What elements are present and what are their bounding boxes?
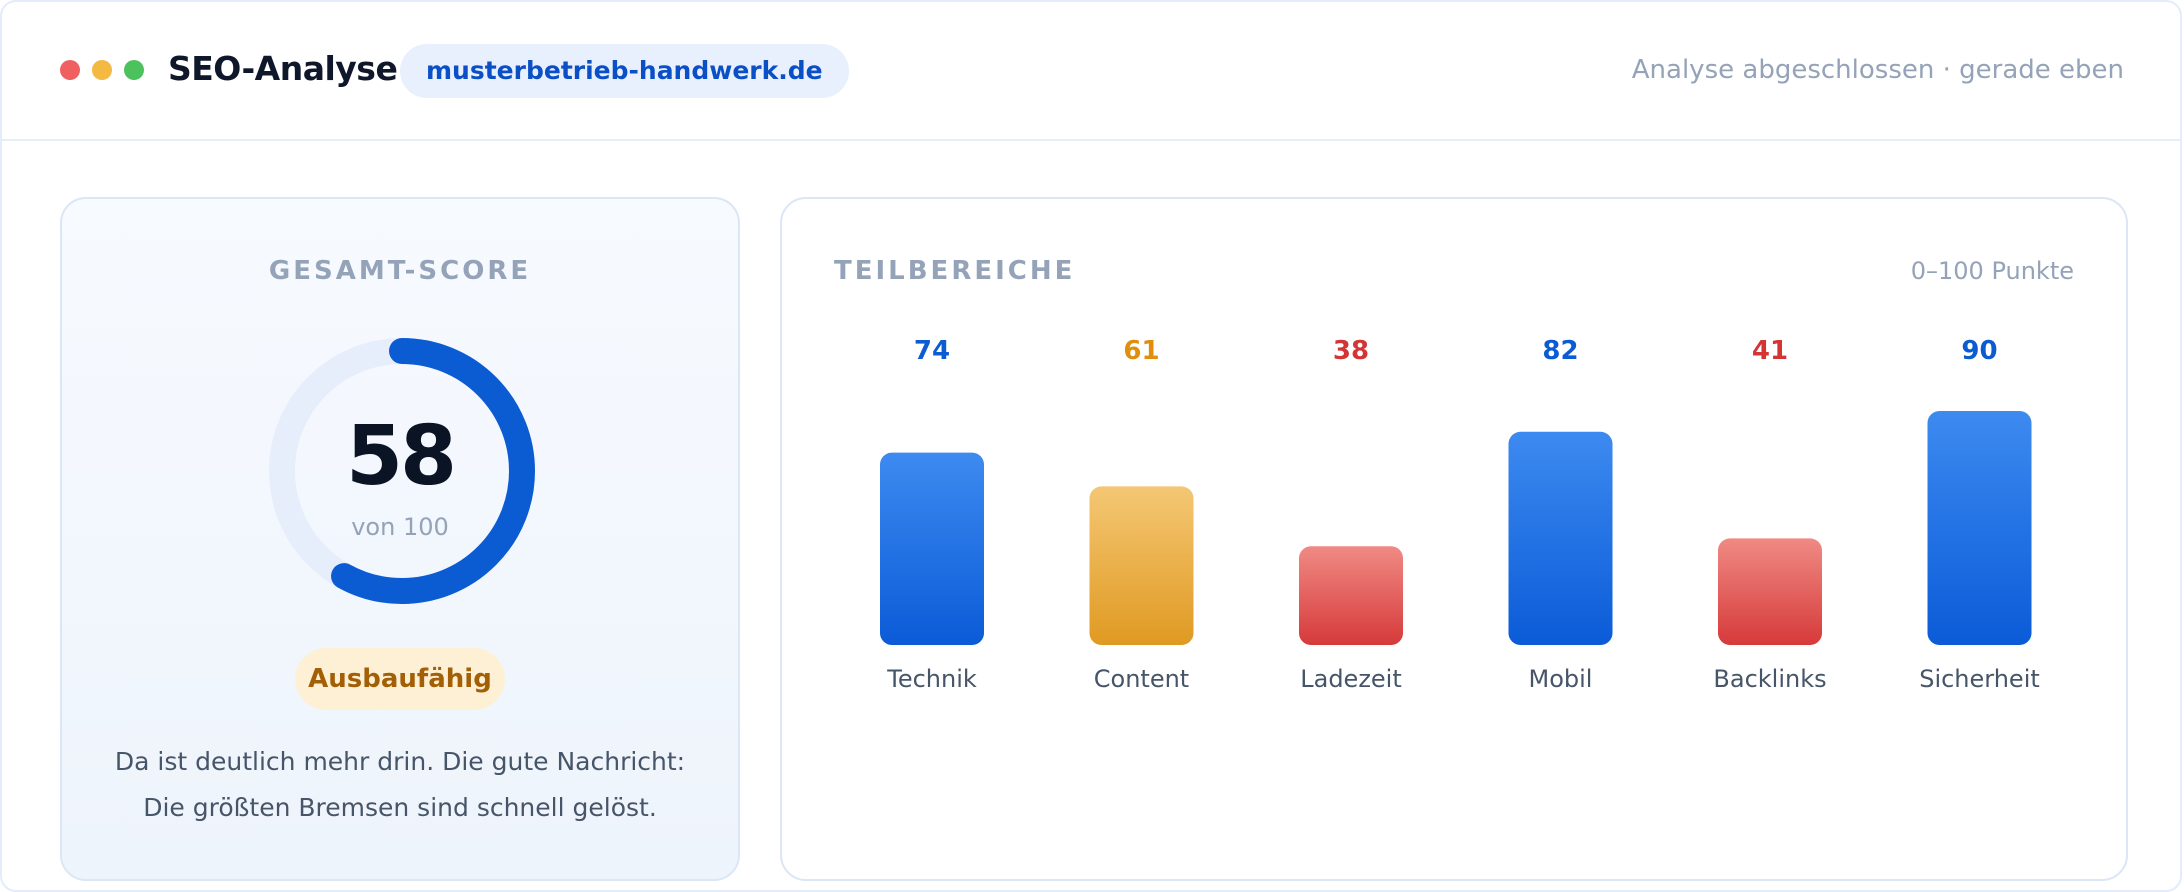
sub-areas-bar-chart: 74 Technik 61 Content 38 Ladezeit 82 Mobil 41 Bac… <box>880 336 2040 693</box>
category-label: Sicherheit <box>1919 665 2040 693</box>
bar-technik <box>880 452 984 645</box>
title-bar: SEO-Analyse musterbetrieb-handwerk.de An… <box>2 2 2180 141</box>
bar-value-label: 61 <box>1123 336 1159 366</box>
category-label: Mobil <box>1529 665 1593 693</box>
overall-score-card: GESAMT-SCORE 58 von 100 Ausbaufähig Da i… <box>60 197 740 881</box>
category-label: Backlinks <box>1713 665 1826 693</box>
score-value: 58 <box>345 409 457 504</box>
bar-value-label: 38 <box>1333 336 1369 366</box>
bar-value-label: 41 <box>1752 336 1788 366</box>
bar-sicherheit <box>1927 411 2032 645</box>
bar-ladezeit <box>1299 546 1403 645</box>
minimize-window-dot[interactable] <box>92 60 112 80</box>
category-label: Ladezeit <box>1300 665 1402 693</box>
areas-unit-note: 0–100 Punkte <box>1910 257 2074 285</box>
analysis-status: Analyse abgeschlossen · gerade eben <box>1631 55 2124 85</box>
score-description-line-1: Da ist deutlich mehr drin. Die gute Nach… <box>114 747 686 776</box>
score-description-line-2: Die größten Bremsen sind schnell gelöst. <box>143 793 657 822</box>
bar-value-label: 74 <box>914 336 950 366</box>
category-label: Technik <box>886 665 977 693</box>
category-label: Content <box>1094 665 1189 693</box>
rating-badge: Ausbaufähig <box>295 648 505 710</box>
maximize-window-dot[interactable] <box>124 60 144 80</box>
areas-section-label: TEILBEREICHE <box>834 256 1076 286</box>
bar-value-label: 82 <box>1542 336 1578 366</box>
bar-mobil <box>1508 431 1613 645</box>
score-gauge <box>269 338 535 604</box>
sub-areas-card: TEILBEREICHE 0–100 Punkte 74 Technik 61 Con… <box>780 197 2128 881</box>
score-section-label: GESAMT-SCORE <box>268 256 532 286</box>
app-title: SEO-Analyse <box>168 49 398 88</box>
gauge-progress-arc <box>269 338 535 604</box>
score-description: Da ist deutlich mehr drin. Die gute Nach… <box>92 739 708 831</box>
close-window-dot[interactable] <box>60 60 80 80</box>
score-max-label: von 100 <box>351 513 449 541</box>
bar-content <box>1089 486 1194 645</box>
bar-value-label: 90 <box>1961 336 1997 366</box>
bar-backlinks <box>1718 538 1822 645</box>
domain-chip: musterbetrieb-handwerk.de <box>400 44 849 98</box>
